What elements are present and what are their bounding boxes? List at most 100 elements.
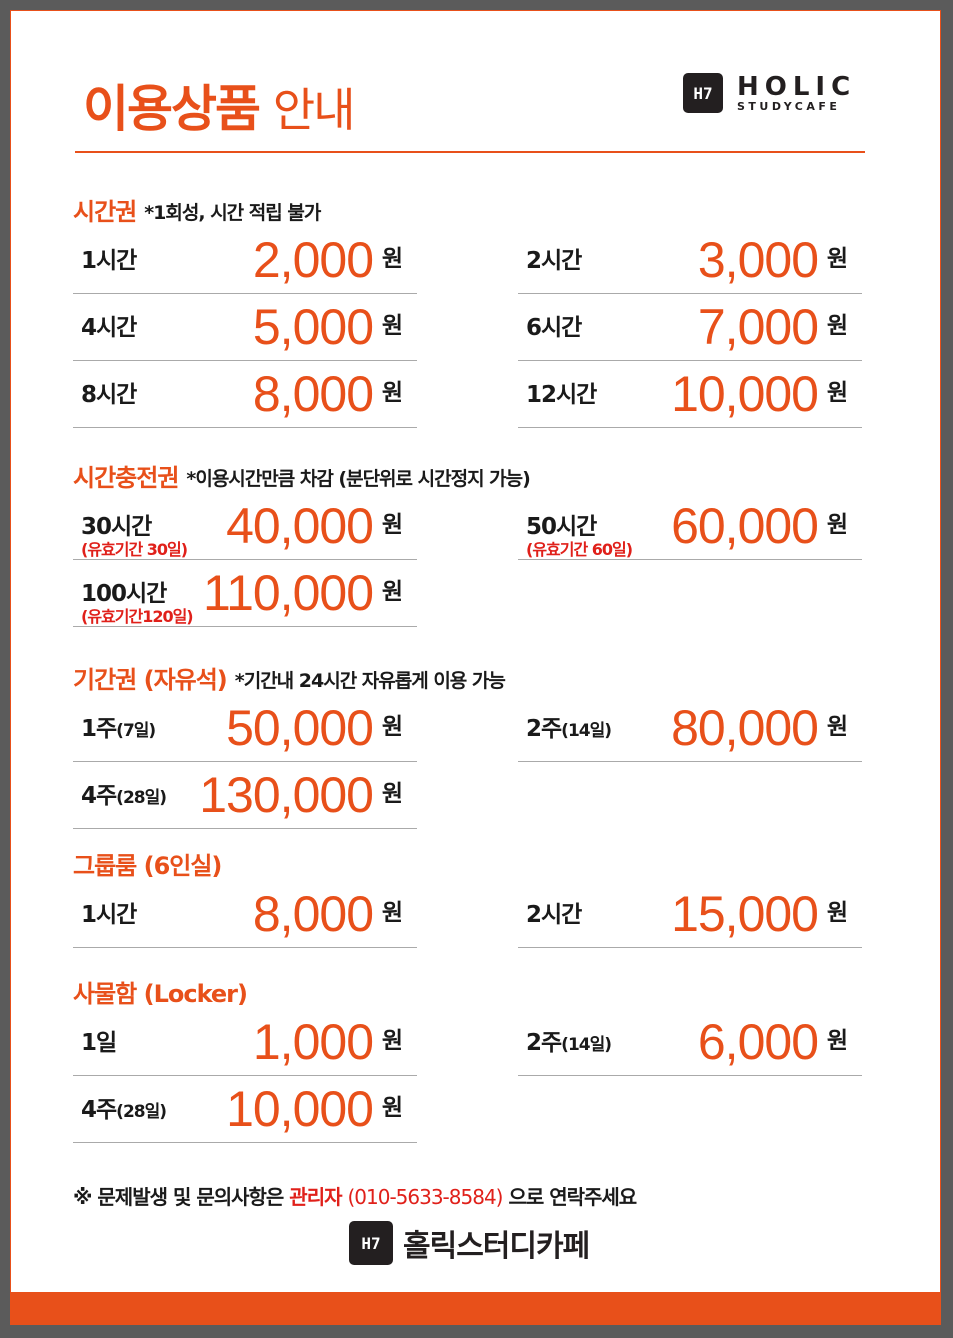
logo-line1: HOLIC	[737, 71, 857, 102]
item-price: 7,000	[697, 299, 819, 355]
section-note: *기간내 24시간 자유롭게 이용 가능	[234, 670, 506, 692]
item-price: 110,000	[202, 565, 374, 621]
price-item: 4주(28일) 10,000 원	[73, 1076, 417, 1143]
brand-name: 홀릭스터디카페	[403, 1229, 590, 1264]
price-item: 50시간 (유효기간 60일) 60,000 원	[518, 493, 862, 560]
item-unit: 원	[826, 900, 848, 926]
item-label: 30시간	[81, 514, 152, 540]
price-item: 1주(7일) 50,000 원	[73, 695, 417, 762]
price-item: 1일 1,000 원	[73, 1009, 417, 1076]
item-unit: 원	[826, 313, 848, 339]
item-validity: (유효기간120일)	[81, 607, 194, 626]
item-label: 2주(14일)	[526, 1030, 612, 1056]
item-label: 8시간	[81, 382, 137, 408]
item-price: 6,000	[697, 1014, 819, 1070]
item-unit: 원	[381, 512, 403, 538]
item-price: 2,000	[252, 232, 374, 288]
logo-line2: STUDYCAFE	[737, 99, 841, 113]
item-label: 1시간	[81, 902, 137, 928]
item-unit: 원	[381, 900, 403, 926]
section-title: 사물함 (Locker)	[73, 980, 248, 1008]
price-item: 30시간 (유효기간 30일) 40,000 원	[73, 493, 417, 560]
item-unit: 원	[826, 1028, 848, 1054]
item-price: 130,000	[199, 767, 374, 823]
holic-logo: H7 HOLIC STUDYCAFE	[683, 73, 856, 113]
section-0: 시간권 *1회성, 시간 적립 불가 1시간 2,000 원 2시간 3,000 원 4시간 5,…	[73, 191, 863, 428]
section-note: *이용시간만큼 차감 (분단위로 시간정지 가능)	[186, 468, 530, 490]
item-price: 10,000	[671, 366, 819, 422]
item-unit: 원	[381, 781, 403, 807]
item-unit: 원	[381, 579, 403, 605]
item-unit: 원	[826, 380, 848, 406]
item-price: 50,000	[226, 700, 374, 756]
section-title: 그룹룸 (6인실)	[73, 852, 222, 880]
contact-note: ※ 문제발생 및 문의사항은 관리자 (010-5633-8584) 으로 연락…	[73, 1185, 637, 1209]
title-light: 안내	[272, 83, 356, 137]
item-validity: (유효기간 30일)	[81, 540, 188, 559]
logo-mark: H7	[683, 73, 723, 113]
price-item: 2주(14일) 80,000 원	[518, 695, 862, 762]
item-price: 40,000	[226, 498, 374, 554]
price-item: 6시간 7,000 원	[518, 294, 862, 361]
price-item: 1시간 8,000 원	[73, 881, 417, 948]
item-label: 4시간	[81, 315, 137, 341]
price-item: 4주(28일) 130,000 원	[73, 762, 417, 829]
price-item: 2주(14일) 6,000 원	[518, 1009, 862, 1076]
item-price: 10,000	[226, 1081, 374, 1137]
item-label: 100시간	[81, 581, 167, 607]
item-label: 2시간	[526, 902, 582, 928]
item-label: 50시간	[526, 514, 597, 540]
section-4: 사물함 (Locker) 1일 1,000 원 2주(14일) 6,000 원 4주(28일)…	[73, 973, 863, 1143]
item-label: 4주(28일)	[81, 783, 167, 809]
item-unit: 원	[381, 313, 403, 339]
section-note: *1회성, 시간 적립 불가	[144, 202, 321, 224]
section-title: 시간권	[73, 198, 137, 226]
price-item: 100시간 (유효기간120일) 110,000 원	[73, 560, 417, 627]
item-price: 15,000	[671, 886, 819, 942]
item-price: 3,000	[697, 232, 819, 288]
item-unit: 원	[381, 1028, 403, 1054]
empty-cell	[518, 560, 862, 627]
price-sheet: 이용상품 안내 H7 HOLIC STUDYCAFE 시간권 *1회성, 시간 적…	[10, 10, 941, 1325]
brand-footer: H7 홀릭스터디카페	[349, 1221, 590, 1265]
section-title: 시간충전권	[73, 464, 179, 492]
price-item: 12시간 10,000 원	[518, 361, 862, 428]
header-divider	[75, 151, 865, 153]
item-label: 2주(14일)	[526, 716, 612, 742]
section-title: 기간권 (자유석)	[73, 666, 228, 694]
section-2: 기간권 (자유석) *기간내 24시간 자유롭게 이용 가능 1주(7일) 50,00…	[73, 659, 863, 829]
price-item: 4시간 5,000 원	[73, 294, 417, 361]
brand-mark: H7	[349, 1221, 393, 1265]
item-unit: 원	[381, 380, 403, 406]
item-price: 8,000	[252, 366, 374, 422]
title-bold: 이용상품	[83, 80, 261, 138]
item-label: 2시간	[526, 248, 582, 274]
section-3: 그룹룸 (6인실) 1시간 8,000 원 2시간 15,000 원	[73, 845, 863, 948]
item-label: 6시간	[526, 315, 582, 341]
page-title: 이용상품 안내	[83, 69, 356, 141]
item-label: 1주(7일)	[81, 716, 156, 742]
item-price: 80,000	[671, 700, 819, 756]
item-price: 1,000	[252, 1014, 374, 1070]
item-label: 4주(28일)	[81, 1097, 167, 1123]
item-validity: (유효기간 60일)	[526, 540, 633, 559]
item-label: 1일	[81, 1030, 117, 1056]
empty-cell	[518, 1076, 862, 1143]
item-label: 12시간	[526, 382, 597, 408]
item-price: 60,000	[671, 498, 819, 554]
item-price: 8,000	[252, 886, 374, 942]
price-item: 8시간 8,000 원	[73, 361, 417, 428]
contact-phone: (010-5633-8584)	[347, 1185, 503, 1209]
item-unit: 원	[826, 714, 848, 740]
price-item: 1시간 2,000 원	[73, 227, 417, 294]
item-label: 1시간	[81, 248, 137, 274]
item-price: 5,000	[252, 299, 374, 355]
contact-name: 관리자	[289, 1185, 342, 1209]
item-unit: 원	[381, 1095, 403, 1121]
price-item: 2시간 15,000 원	[518, 881, 862, 948]
item-unit: 원	[381, 714, 403, 740]
item-unit: 원	[381, 246, 403, 272]
price-item: 2시간 3,000 원	[518, 227, 862, 294]
section-1: 시간충전권 *이용시간만큼 차감 (분단위로 시간정지 가능) 30시간 (유효기간 …	[73, 457, 863, 627]
item-unit: 원	[826, 512, 848, 538]
